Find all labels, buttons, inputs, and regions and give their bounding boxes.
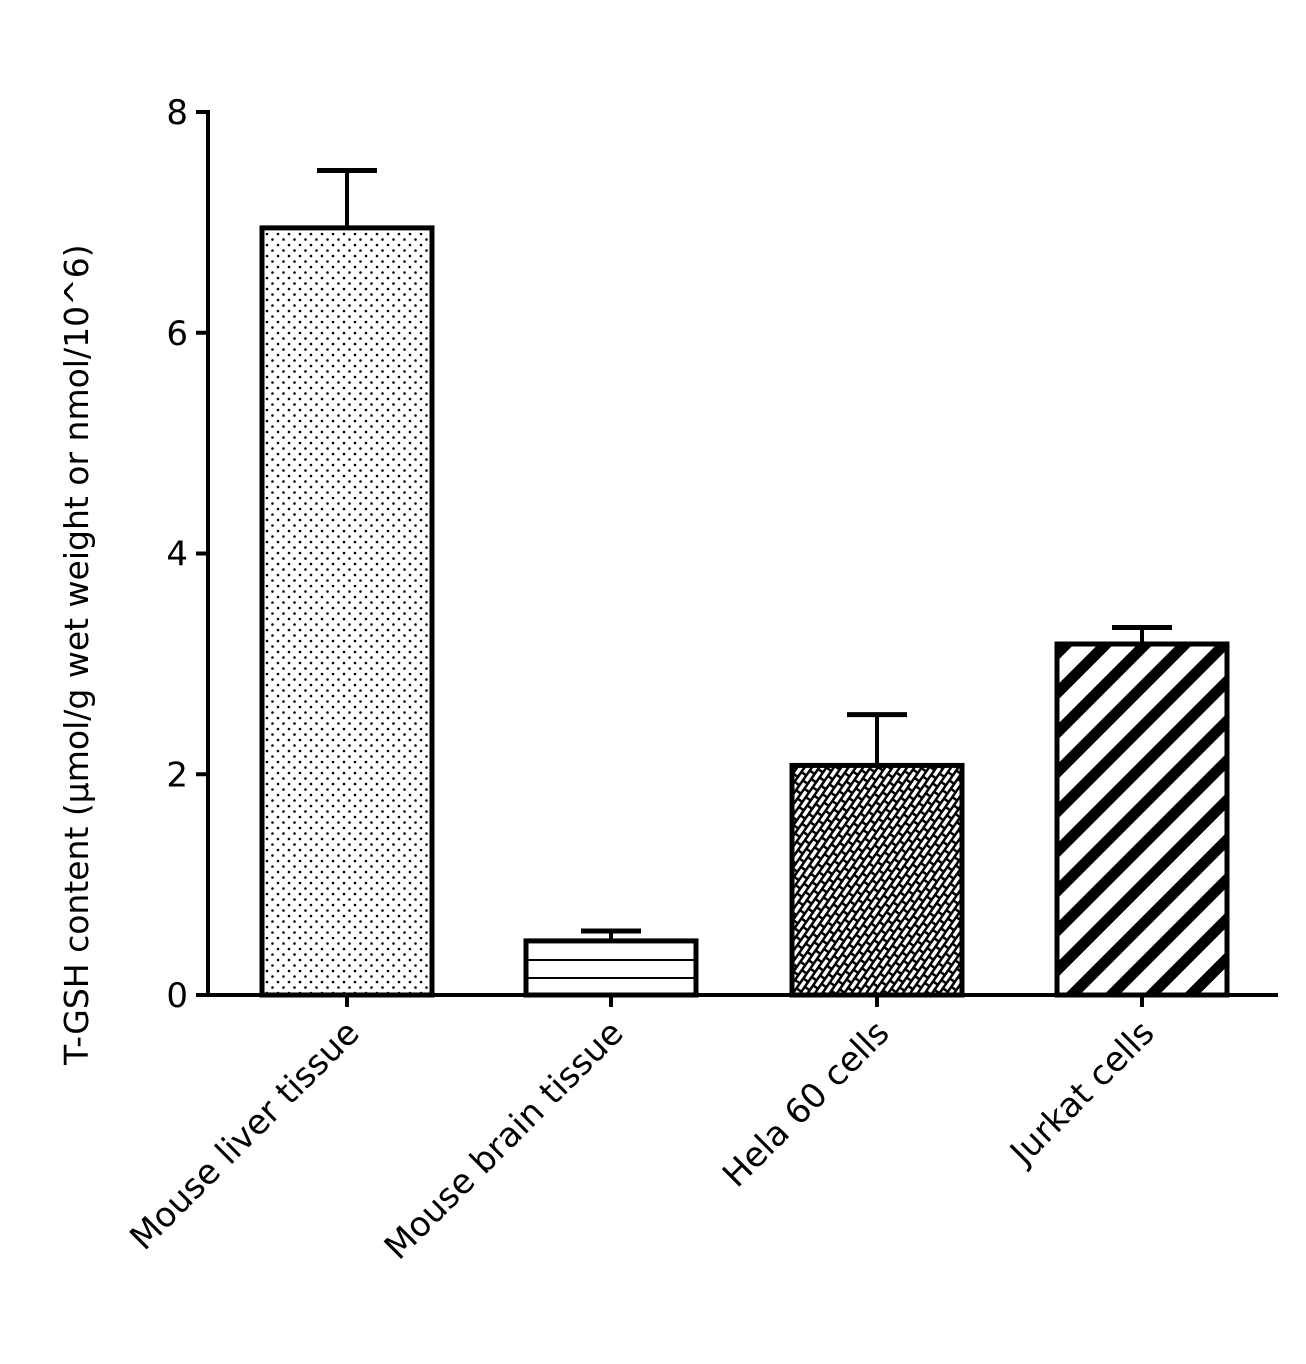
x-category-label: Jurkat cells bbox=[1001, 1013, 1162, 1174]
y-axis-label: T-GSH content (μmol/g wet weight or nmol… bbox=[57, 244, 96, 1066]
bar bbox=[523, 938, 699, 998]
y-tick-label: 0 bbox=[166, 976, 188, 1016]
y-tick-label: 8 bbox=[166, 93, 188, 133]
y-tick-label: 6 bbox=[166, 314, 188, 354]
x-category-label: Mouse brain tissue bbox=[377, 1013, 632, 1268]
bar bbox=[259, 225, 435, 998]
y-tick-label: 2 bbox=[166, 755, 188, 795]
y-tick-label: 4 bbox=[166, 535, 188, 575]
x-category-label: Hela 60 cells bbox=[715, 1013, 897, 1195]
x-category-label: Mouse liver tissue bbox=[122, 1013, 367, 1258]
bars bbox=[259, 167, 1230, 998]
bar bbox=[1054, 641, 1230, 998]
bar bbox=[789, 762, 965, 998]
